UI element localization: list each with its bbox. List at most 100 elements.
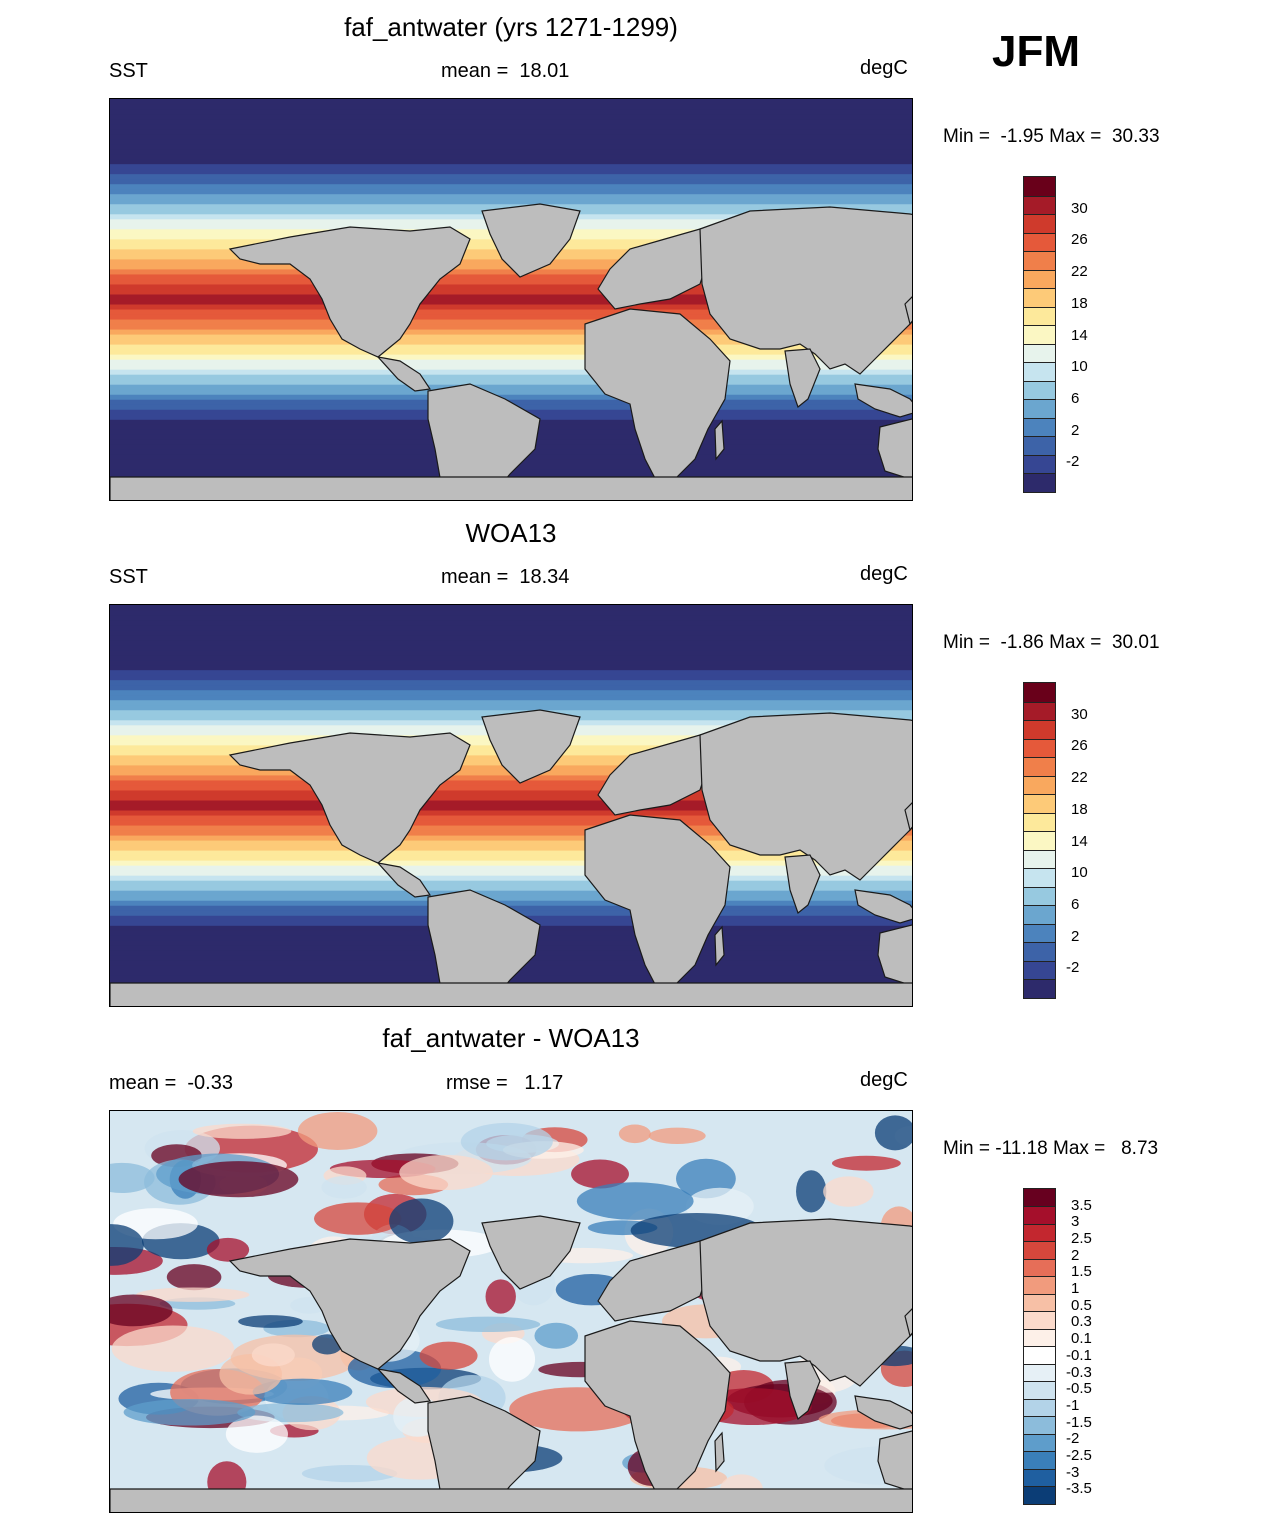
- panel-units-model: degC: [860, 57, 908, 79]
- landmass: [481, 709, 581, 784]
- colorbar-box: [1024, 775, 1055, 795]
- diff-anomaly-blob: [314, 1202, 402, 1235]
- colorbar-box: [1024, 288, 1055, 307]
- diff-anomaly-blob: [251, 1343, 295, 1367]
- sst-band: [110, 645, 912, 652]
- sst-band: [110, 830, 912, 837]
- landmass: [110, 982, 912, 1006]
- colorbar-box: [1024, 812, 1055, 832]
- sst-band: [110, 369, 912, 376]
- colorbar-tick-label: 6: [1071, 389, 1080, 407]
- landmass: [784, 348, 821, 408]
- colorbar-tick-label: 1: [1071, 1280, 1080, 1298]
- diff-anomaly-blob: [110, 1224, 144, 1266]
- sst-band: [110, 875, 912, 882]
- minmax-diff: Min = -11.18 Max = 8.73: [943, 1138, 1159, 1159]
- colorbar-box: [1024, 849, 1055, 869]
- panel-left-label-model: SST: [109, 60, 148, 82]
- panel-units-obs: degC: [860, 563, 908, 585]
- colorbar-tick-label: -3.5: [1066, 1480, 1092, 1498]
- sst-band: [110, 134, 912, 141]
- colorbar-box: [1024, 232, 1055, 252]
- diff-anomaly-blob: [123, 1398, 256, 1426]
- diff-anomaly-blob: [136, 1287, 250, 1302]
- sst-band: [110, 690, 912, 697]
- colorbar-tick-label: -1: [1066, 1396, 1080, 1414]
- sst-band: [110, 284, 912, 291]
- sst-band: [110, 384, 912, 391]
- landmass: [904, 296, 912, 326]
- landmass: [228, 732, 471, 864]
- diff-anomaly-blob: [796, 1170, 827, 1213]
- diff-anomaly-blob: [110, 1294, 173, 1327]
- sst-band: [110, 119, 912, 126]
- landmass: [376, 356, 432, 392]
- sst-band: [110, 394, 912, 401]
- diff-anomaly-blob: [178, 1161, 299, 1198]
- landmass: [854, 889, 912, 924]
- sst-band: [110, 895, 912, 902]
- colorbar-box: [1024, 306, 1055, 326]
- colorbar-box: [1024, 1223, 1055, 1242]
- sst-band: [110, 109, 912, 116]
- sst-band: [110, 695, 912, 702]
- colorbar-box: [1024, 1381, 1055, 1399]
- diff-anomaly-blob: [192, 1123, 292, 1139]
- sst-band: [110, 274, 912, 281]
- minmax-model: Min = -1.95 Max = 30.33: [943, 126, 1160, 147]
- colorbar-box: [1024, 757, 1055, 776]
- diff-anomaly-blob: [252, 1378, 353, 1405]
- panel-left-label-obs: SST: [109, 566, 148, 588]
- sst-band: [110, 164, 912, 171]
- colorbar-box: [1024, 1416, 1055, 1434]
- panel-left-label-diff: mean = -0.33: [109, 1072, 233, 1094]
- diff-anomaly-blob: [831, 1155, 901, 1171]
- diff-anomaly-blob: [399, 1154, 493, 1191]
- colorbar-tick-label: 10: [1071, 358, 1088, 376]
- colorbar-tick-label: -3: [1066, 1463, 1080, 1481]
- sst-band: [110, 124, 912, 131]
- landmass: [904, 802, 912, 832]
- sst-band: [110, 279, 912, 286]
- panel-title-obs: WOA13: [465, 518, 557, 548]
- colorbar-box: [1024, 701, 1055, 721]
- landmass: [481, 1215, 581, 1290]
- colorbar-tick-label: 30: [1071, 705, 1088, 723]
- colorbar-box: [1024, 1328, 1055, 1347]
- landmass: [877, 418, 912, 480]
- sst-band: [110, 299, 912, 306]
- landmass: [699, 712, 912, 881]
- sst-band: [110, 149, 912, 156]
- sst-band: [110, 99, 912, 106]
- sst-band: [110, 870, 912, 877]
- colorbar-tick-label: -0.3: [1066, 1363, 1092, 1381]
- colorbar-diff: [1023, 1188, 1056, 1505]
- colorbar-tick-label: 10: [1071, 864, 1088, 882]
- colorbar-box: [1024, 960, 1055, 980]
- sst-band: [110, 850, 912, 857]
- sst-band: [110, 845, 912, 852]
- sst-band: [110, 169, 912, 176]
- panel-center-label-diff: rmse = 1.17: [446, 1072, 564, 1094]
- colorbar-box: [1024, 1293, 1055, 1312]
- colorbar-box: [1024, 1468, 1055, 1487]
- colorbar-box: [1024, 380, 1055, 400]
- sst-band: [110, 114, 912, 121]
- diff-anomaly-blob: [576, 1182, 694, 1220]
- sst-band: [110, 294, 912, 301]
- colorbar-box: [1024, 399, 1055, 418]
- diff-anomaly-blob: [238, 1315, 303, 1328]
- landmass: [110, 476, 912, 500]
- sst-band: [110, 640, 912, 647]
- sst-band: [110, 344, 912, 351]
- colorbar-box: [1024, 1363, 1055, 1382]
- sst-band: [110, 675, 912, 682]
- landmass: [877, 1430, 912, 1492]
- sst-band: [110, 139, 912, 146]
- colorbar-tick-label: -2: [1066, 1430, 1080, 1448]
- sst-band: [110, 319, 912, 326]
- sst-band: [110, 890, 912, 897]
- colorbar-box: [1024, 720, 1055, 739]
- map-canvas: [110, 1111, 912, 1512]
- colorbar-box: [1024, 923, 1055, 943]
